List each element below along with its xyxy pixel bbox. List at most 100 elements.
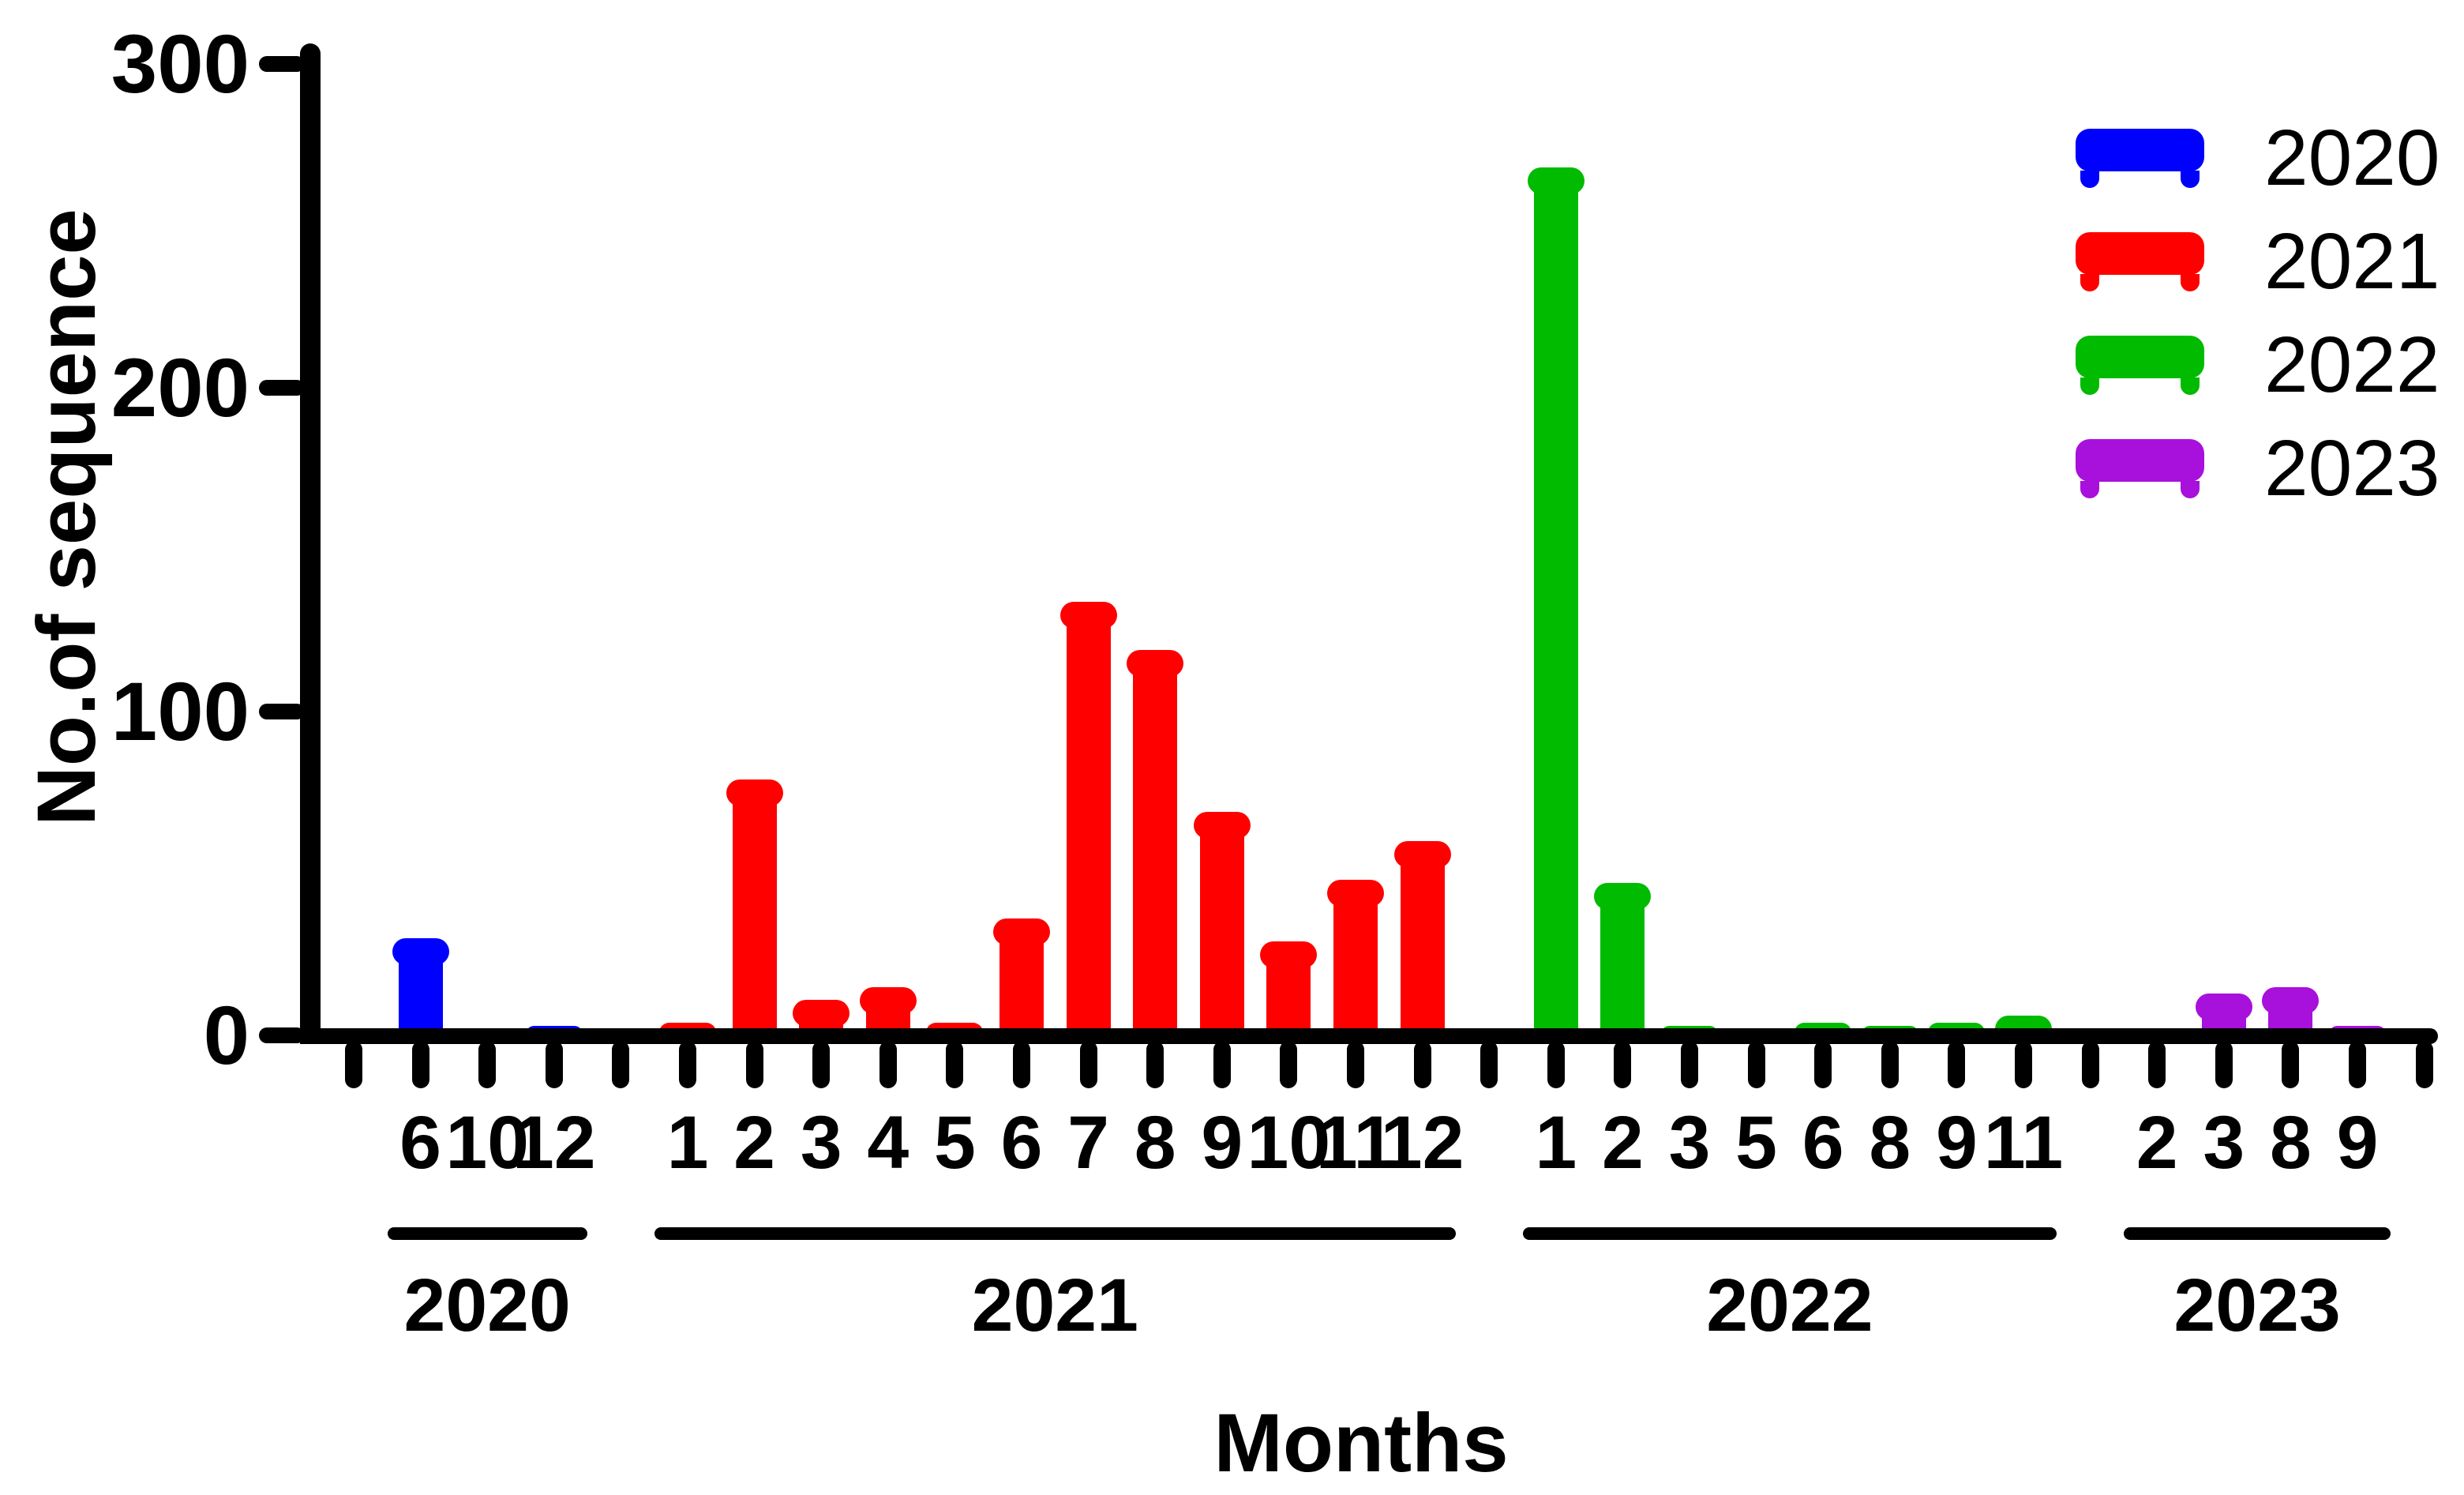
- bar-body-2021-m9: [1199, 825, 1244, 1042]
- month-label-2022-2: 2: [1601, 1101, 1644, 1185]
- x-tick-2021-m8: [1146, 1041, 1164, 1088]
- legend-swatch-leg-right-2023: [2181, 481, 2200, 498]
- month-label-2023-2: 2: [2136, 1101, 2178, 1185]
- underline-2023: [2124, 1227, 2391, 1240]
- month-label-2022-1: 1: [1535, 1101, 1577, 1185]
- x-tick-2020-m10: [478, 1041, 497, 1088]
- legend-swatch-2023: [2076, 439, 2204, 498]
- bar-body-2021-m10: [1266, 955, 1311, 1042]
- month-label-2022-6: 6: [1802, 1101, 1844, 1185]
- legend-label-2021: 2021: [2264, 217, 2440, 306]
- legend-swatch-2022: [2076, 336, 2204, 395]
- bar-2022-m2: [1594, 883, 1652, 1042]
- x-tick-2022-m8: [1881, 1041, 1899, 1088]
- month-label-2021-4: 4: [867, 1101, 909, 1185]
- bar-2021-m6: [993, 918, 1050, 1042]
- bar-body-2021-m12: [1400, 855, 1445, 1042]
- x-tick-2022-m1: [1547, 1041, 1565, 1088]
- bar-body-2022-m1: [1533, 181, 1578, 1042]
- x-tick-2023-m2: [2148, 1041, 2166, 1088]
- bar-body-2021-m11: [1333, 893, 1378, 1042]
- bar-body-2022-m2: [1600, 896, 1645, 1042]
- bar-body-2021-m7: [1066, 614, 1111, 1042]
- year-label-2023: 2023: [2173, 1264, 2341, 1347]
- month-label-2021-1: 1: [666, 1101, 709, 1185]
- x-tick-2021-m2: [745, 1041, 763, 1088]
- month-label-2021-12: 12: [1380, 1101, 1465, 1185]
- month-label-2021-8: 8: [1134, 1101, 1176, 1185]
- legend-swatch-pill-2023: [2076, 439, 2204, 482]
- y-axis-line: [300, 43, 321, 1044]
- x-axis-title: Months: [1213, 1397, 1509, 1489]
- x-tick-2021-m6: [1013, 1041, 1030, 1088]
- legend-swatch-leg-left-2023: [2080, 481, 2099, 498]
- x-tick-spacer-end: [2415, 1041, 2433, 1088]
- x-tick-spacer-1: [1480, 1041, 1498, 1088]
- legend-swatch-pill-2022: [2076, 336, 2204, 378]
- year-label-2021: 2021: [971, 1264, 1138, 1347]
- legend-swatch-leg-left-2022: [2080, 378, 2099, 395]
- year-label-2022: 2022: [1706, 1264, 1873, 1347]
- legend-swatch-leg-left-2021: [2080, 274, 2099, 291]
- bar-2021-m10: [1260, 941, 1318, 1042]
- x-tick-2022-m11: [2015, 1041, 2032, 1088]
- x-tick-spacer-2: [2081, 1041, 2099, 1088]
- legend-label-2022: 2022: [2264, 321, 2440, 409]
- y-tick-300: [259, 56, 305, 72]
- month-label-2022-3: 3: [1668, 1101, 1711, 1185]
- bar-body-2021-m8: [1133, 663, 1178, 1042]
- month-label-2022-9: 9: [1935, 1101, 1978, 1185]
- y-tick-label-200: 200: [111, 342, 249, 434]
- month-label-2022-5: 5: [1735, 1101, 1778, 1185]
- x-tick-2021-m12: [1413, 1041, 1431, 1088]
- x-tick-2022-m5: [1747, 1041, 1765, 1088]
- month-label-2023-3: 3: [2203, 1101, 2245, 1185]
- x-tick-2023-m3: [2215, 1041, 2233, 1088]
- month-label-2021-2: 2: [733, 1101, 776, 1185]
- legend-swatch-leg-right-2022: [2181, 378, 2200, 395]
- y-tick-label-100: 100: [111, 666, 249, 758]
- x-tick-2020-m12: [545, 1041, 563, 1088]
- bar-2021-m9: [1193, 812, 1251, 1042]
- month-label-2021-9: 9: [1201, 1101, 1243, 1185]
- x-tick-2023-m8: [2282, 1041, 2300, 1088]
- month-label-2022-8: 8: [1869, 1101, 1911, 1185]
- x-tick-2021-m7: [1079, 1041, 1097, 1088]
- bar-body-2020-m6: [398, 952, 443, 1042]
- bar-2021-m8: [1127, 650, 1184, 1042]
- month-label-2021-6: 6: [1000, 1101, 1043, 1185]
- month-label-2020-10: 10: [445, 1101, 530, 1185]
- x-tick-2021-m10: [1280, 1041, 1298, 1088]
- month-label-2021-11: 11: [1315, 1101, 1396, 1185]
- x-tick-2021-m5: [946, 1041, 964, 1088]
- x-tick-spacer-start: [345, 1041, 362, 1088]
- x-tick-2020-m6: [411, 1041, 429, 1088]
- y-tick-0: [259, 1027, 305, 1043]
- x-tick-2022-m3: [1681, 1041, 1698, 1088]
- bar-2020-m6: [392, 938, 449, 1042]
- y-tick-label-300: 300: [111, 18, 249, 111]
- y-tick-200: [259, 380, 305, 396]
- x-tick-2021-m3: [812, 1041, 831, 1088]
- x-tick-2021-m4: [879, 1041, 897, 1088]
- legend-swatch-pill-2020: [2076, 129, 2204, 171]
- month-label-2023-9: 9: [2336, 1101, 2379, 1185]
- x-tick-2021-m11: [1347, 1041, 1364, 1088]
- legend-swatch-2020: [2076, 129, 2204, 188]
- month-label-2020-6: 6: [399, 1101, 442, 1185]
- bar-body-2021-m6: [999, 932, 1044, 1042]
- x-axis-line: [300, 1028, 2438, 1044]
- y-tick-label-0: 0: [203, 990, 249, 1082]
- x-tick-2023-m9: [2349, 1041, 2366, 1088]
- x-tick-2022-m6: [1814, 1041, 1832, 1088]
- legend-swatch-2021: [2076, 232, 2204, 291]
- month-label-2020-12: 12: [512, 1101, 596, 1185]
- bar-body-2021-m2: [732, 793, 777, 1042]
- bar-2021-m11: [1327, 880, 1384, 1042]
- month-label-2023-8: 8: [2269, 1101, 2312, 1185]
- x-tick-2021-m9: [1213, 1041, 1231, 1088]
- legend-swatch-leg-left-2020: [2080, 171, 2099, 188]
- x-tick-2021-m1: [679, 1041, 696, 1088]
- month-label-2021-3: 3: [800, 1101, 842, 1185]
